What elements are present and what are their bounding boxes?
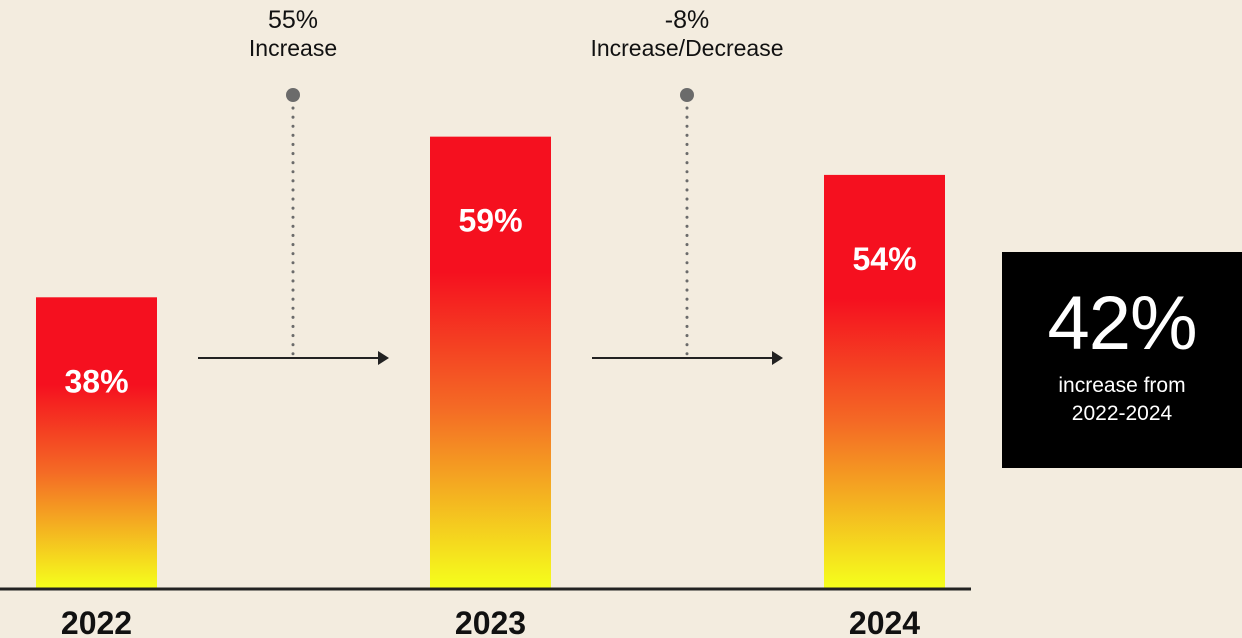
summary-description: increase from 2022-2024	[1058, 374, 1186, 425]
x-tick-label: 2022	[61, 605, 132, 638]
change-connector: -8%Increase/Decrease	[590, 6, 784, 365]
bar-value-label: 54%	[852, 241, 916, 277]
summary-value: 42%	[1047, 281, 1197, 366]
arrow-head-icon	[378, 351, 389, 365]
change-value: 55%	[268, 6, 318, 34]
bar-value-label: 38%	[64, 363, 128, 399]
connector-dot	[286, 88, 300, 102]
x-tick-label: 2024	[849, 605, 920, 638]
bar-2023	[430, 136, 551, 588]
summary-box: 42% increase from 2022-2024	[1002, 252, 1242, 468]
connector-dot	[680, 88, 694, 102]
bars	[36, 136, 945, 588]
x-tick-label: 2023	[455, 605, 526, 638]
bar-value-label: 59%	[458, 203, 522, 239]
bar-2024	[824, 174, 945, 588]
bar-2022	[36, 297, 157, 588]
change-description: Increase	[249, 35, 337, 61]
change-description: Increase/Decrease	[590, 35, 783, 61]
change-connector: 55%Increase	[198, 6, 389, 365]
arrow-head-icon	[772, 351, 783, 365]
labels: 38% 2022 59% 2023 54% 2024	[61, 203, 920, 638]
change-value: -8%	[665, 6, 709, 34]
change-connectors: 55%Increase -8%Increase/Decrease	[198, 6, 784, 365]
